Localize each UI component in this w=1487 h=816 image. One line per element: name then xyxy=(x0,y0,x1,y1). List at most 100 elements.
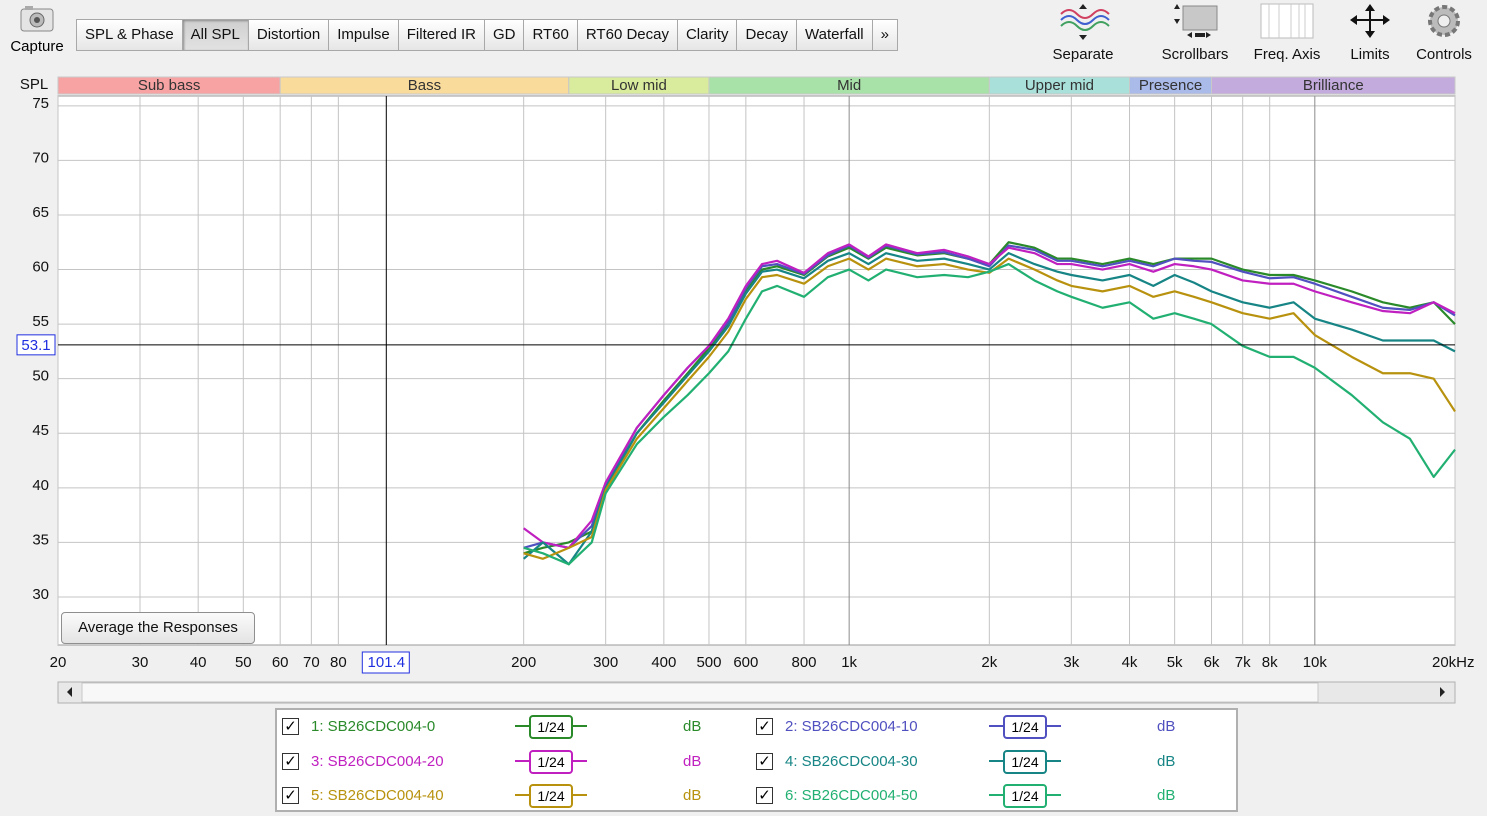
limits-tool[interactable]: Limits xyxy=(1325,0,1415,63)
tab[interactable]: All SPL xyxy=(181,19,249,51)
series-line xyxy=(523,257,1456,560)
y-tick-label: 70 xyxy=(32,149,49,166)
legend-unit: dB xyxy=(683,752,702,770)
band-label: Presence xyxy=(1139,77,1202,94)
tab[interactable]: » xyxy=(871,19,898,51)
legend-smoothing[interactable]: 1/24 xyxy=(989,784,1061,808)
tool-label: Limits xyxy=(1350,46,1390,63)
y-tick-label: 30 xyxy=(32,586,49,603)
legend-label: 3: SB26CDC004-20 xyxy=(311,752,444,770)
tab[interactable]: RT60 Decay xyxy=(576,19,678,51)
legend-checkbox[interactable]: ✓ xyxy=(756,787,773,804)
smoothing-label: 1/24 xyxy=(529,749,573,774)
tab-bar: SPL & Phase All SPL Distortion Impulse Filte… xyxy=(76,19,898,51)
legend-smoothing[interactable]: 1/24 xyxy=(515,749,587,774)
smoothing-label: 1/24 xyxy=(1003,715,1047,739)
cursor-x-box xyxy=(361,651,410,674)
legend-unit: dB xyxy=(1157,752,1176,770)
average-button[interactable]: Average the Responses xyxy=(61,612,255,644)
limits-icon xyxy=(1350,4,1390,38)
band-label: Brilliance xyxy=(1303,77,1364,94)
tab[interactable]: Clarity xyxy=(676,19,738,51)
chart: SPL Sub bass Bass Low mid Mid Upper mid Prese… xyxy=(16,76,1475,704)
controls-tool[interactable]: Controls xyxy=(1399,0,1487,63)
tool-label: Separate xyxy=(1052,46,1114,63)
smoothing-label: 1/24 xyxy=(529,784,573,808)
y-tick-label: 65 xyxy=(32,204,49,221)
x-tick-label: 30 xyxy=(132,654,149,671)
legend-label: 1: SB26CDC004-0 xyxy=(311,718,436,735)
plot-area xyxy=(57,95,1456,646)
x-tick-label: 40 xyxy=(190,654,207,671)
camera-icon xyxy=(20,6,54,32)
tab[interactable]: RT60 xyxy=(523,19,578,51)
smoothing-label: 1/24 xyxy=(529,715,573,739)
band-label: Mid xyxy=(837,77,861,94)
smoothing-label: 1/24 xyxy=(1003,784,1047,808)
legend-label: 4: SB26CDC004-30 xyxy=(785,752,918,770)
separate-tool[interactable]: Separate xyxy=(1038,0,1128,63)
y-tick-label: 55 xyxy=(32,313,49,330)
cursor-y-label: 53.1 xyxy=(21,337,50,354)
scrollbars-tool[interactable]: Scrollbars xyxy=(1150,0,1240,63)
x-tick-label: 50 xyxy=(235,654,252,671)
x-tick-label: 6k xyxy=(1204,654,1220,671)
tool-label: Scrollbars xyxy=(1161,46,1229,63)
y-tick-label: 75 xyxy=(32,95,49,112)
tab[interactable]: Impulse xyxy=(328,19,399,51)
freq-axis-icon xyxy=(1260,3,1314,39)
scroll-right[interactable] xyxy=(1440,687,1445,697)
legend-label: 5: SB26CDC004-40 xyxy=(311,787,444,804)
band xyxy=(1211,76,1456,95)
x-tick-label: 10k xyxy=(1303,654,1328,671)
y-tick-label: 45 xyxy=(32,422,49,439)
legend-unit: dB xyxy=(683,787,702,804)
legend-checkbox[interactable]: ✓ xyxy=(282,752,299,770)
y-axis-label: SPL xyxy=(20,76,48,93)
x-tick-label: 7k xyxy=(1235,654,1251,671)
freq-axis-tool[interactable]: Freq. Axis xyxy=(1242,0,1332,63)
series-line xyxy=(523,262,1456,566)
tool-label: Controls xyxy=(1416,46,1472,63)
legend-unit: dB xyxy=(683,718,702,735)
smoothing-label: 1/24 xyxy=(1003,749,1047,774)
band-label: Bass xyxy=(408,77,441,94)
legend-checkbox[interactable]: ✓ xyxy=(756,718,773,735)
capture-button[interactable]: Capture xyxy=(6,2,68,55)
scrollbars-icon xyxy=(1174,4,1218,38)
x-tick-label: 70 xyxy=(303,654,320,671)
legend-smoothing[interactable]: 1/24 xyxy=(989,715,1061,739)
legend-checkbox[interactable]: ✓ xyxy=(282,787,299,804)
x-tick-label: 3k xyxy=(1063,654,1079,671)
x-tick-label: 80 xyxy=(330,654,347,671)
scrollbar-thumb[interactable] xyxy=(81,682,1319,703)
tab[interactable]: Filtered IR xyxy=(397,19,485,51)
x-tick-label: 500 xyxy=(696,654,721,671)
scroll-left[interactable] xyxy=(67,687,72,697)
series-line xyxy=(522,252,1456,566)
legend-unit: dB xyxy=(1157,718,1176,735)
legend-smoothing[interactable]: 1/24 xyxy=(989,749,1061,774)
legend-checkbox[interactable]: ✓ xyxy=(282,718,299,735)
x-tick-label: 8k xyxy=(1262,654,1278,671)
band-label: Upper mid xyxy=(1025,77,1094,94)
legend-smoothing[interactable]: 1/24 xyxy=(515,715,587,739)
legend-smoothing[interactable]: 1/24 xyxy=(515,784,587,808)
legend-label: 2: SB26CDC004-10 xyxy=(785,718,918,735)
x-tick-label: 4k xyxy=(1122,654,1138,671)
x-tick-label: 20kHz xyxy=(1432,654,1475,671)
tab[interactable]: Distortion xyxy=(247,19,330,51)
legend-label: 6: SB26CDC004-50 xyxy=(785,787,918,804)
capture-label: Capture xyxy=(10,38,64,55)
tab[interactable]: GD xyxy=(483,19,525,51)
y-tick-label: 50 xyxy=(32,368,49,385)
legend-checkbox[interactable]: ✓ xyxy=(756,752,773,770)
tab[interactable]: Decay xyxy=(736,19,798,51)
controls-icon xyxy=(1428,5,1460,37)
x-tick-label: 5k xyxy=(1167,654,1183,671)
tab[interactable]: Waterfall xyxy=(796,19,873,51)
tab[interactable]: SPL & Phase xyxy=(76,19,183,51)
legend-unit: dB xyxy=(1157,787,1176,804)
band-label: Sub bass xyxy=(138,77,201,94)
